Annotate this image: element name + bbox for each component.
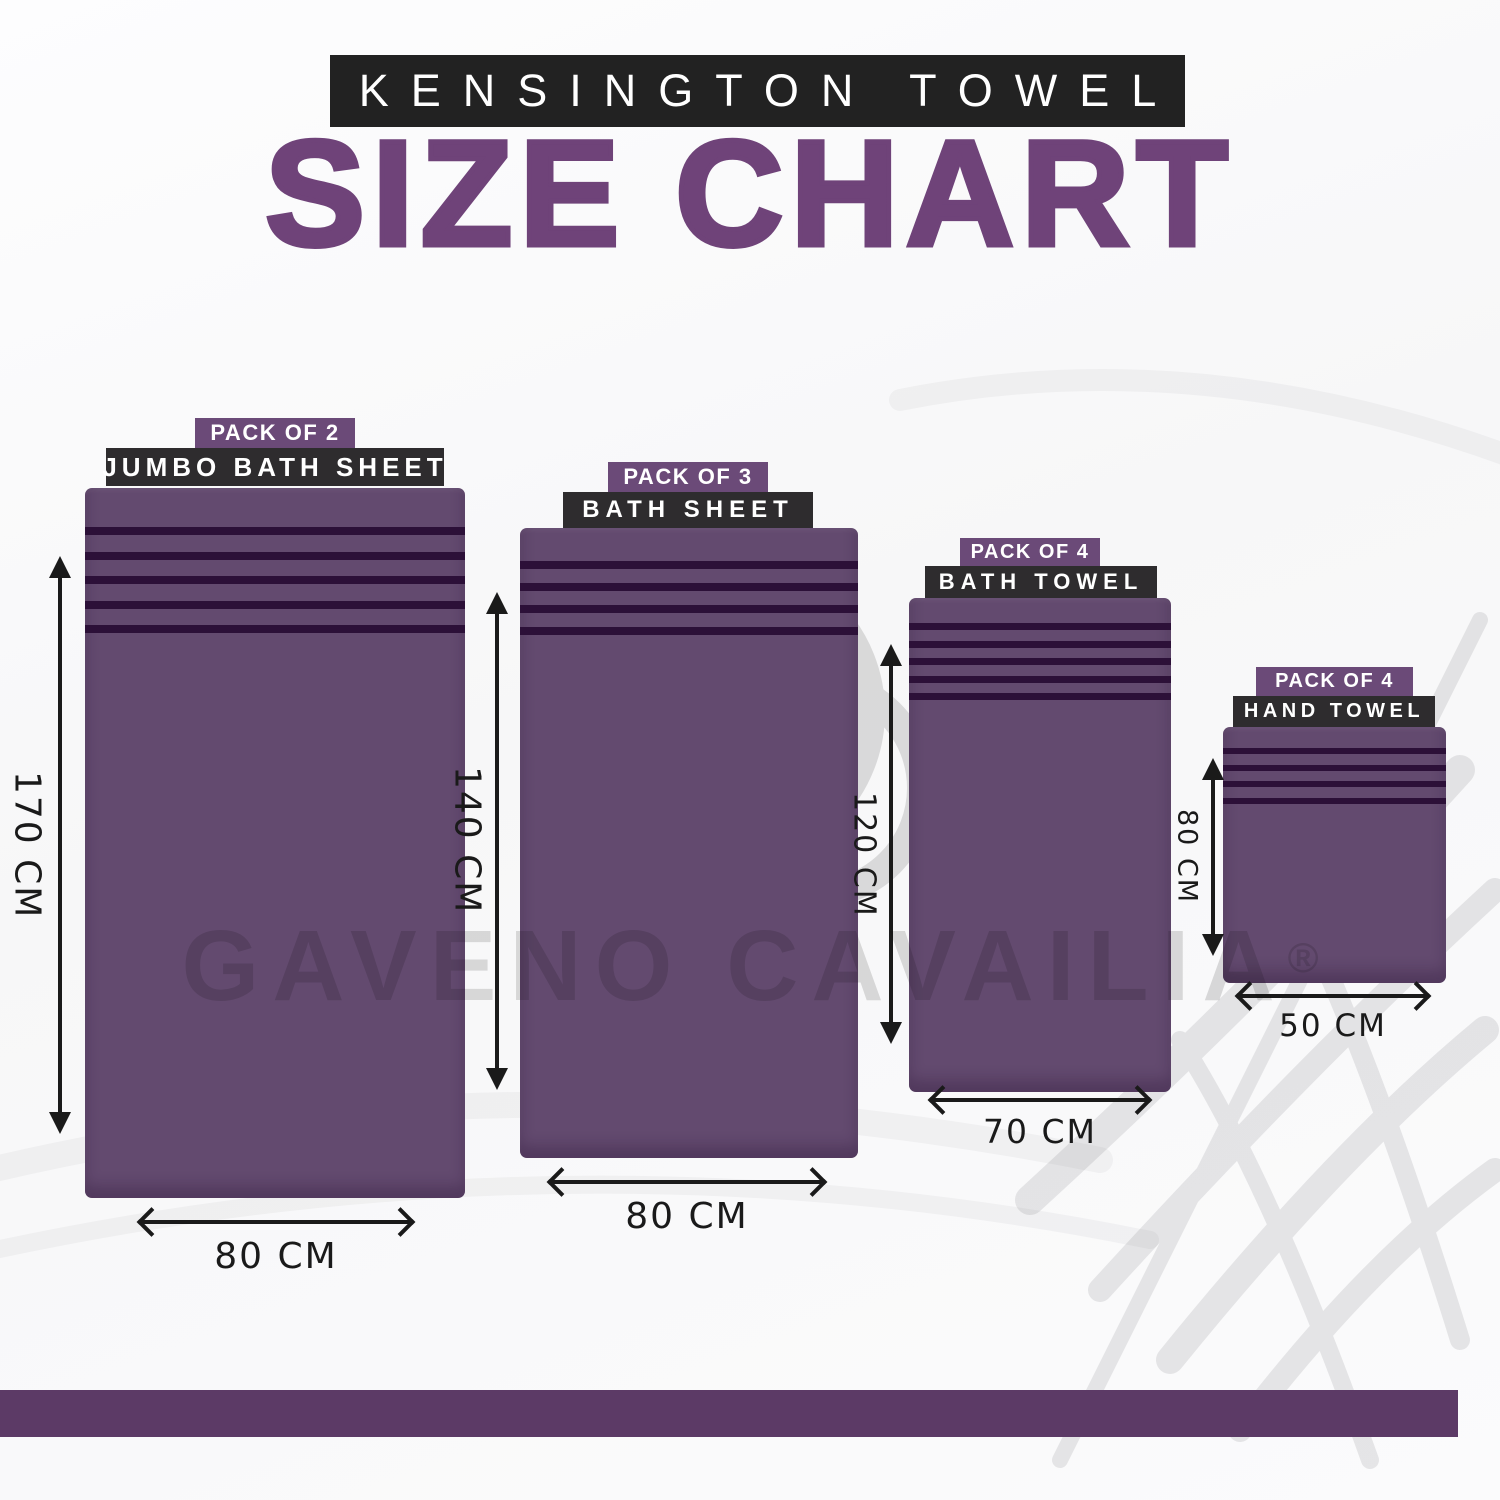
pack-count-tag: PACK OF 3 [608,462,768,492]
towel-stripe [1223,764,1446,771]
towel-stripe [520,583,858,591]
towel-stripe [909,693,1171,700]
towel-stripe [520,627,858,635]
towel-graphic [85,488,465,1198]
towel-graphic [1223,727,1446,983]
pack-count-tag: PACK OF 2 [195,418,355,448]
towel-stripe [909,658,1171,665]
towel-stripe [909,623,1171,630]
towel-stripe [85,625,465,633]
height-arrow [58,562,62,1128]
towel-stripe [85,551,465,560]
towel-stripe [520,561,858,569]
height-arrow [1211,764,1215,950]
towel-stripe [85,576,465,584]
width-label: 80 CM [214,1236,338,1277]
height-label: 140 CM [446,765,488,915]
width-arrow [1240,994,1426,998]
height-label: 80 CM [1171,809,1203,905]
width-arrow [933,1098,1147,1102]
towel-name-tag: BATH SHEET [563,492,813,528]
height-label: 170 CM [6,770,48,920]
pack-count-tag: PACK OF 4 [1256,667,1413,696]
towel-stripe [1223,748,1446,754]
width-arrow [142,1220,410,1224]
page-title: SIZE CHART [263,109,1235,277]
towel-stripe [1223,797,1446,804]
towel-stripe [85,527,465,535]
towel-graphic [909,598,1171,1092]
width-arrow [552,1180,822,1184]
towel-name-tag: JUMBO BATH SHEET [102,448,444,486]
height-arrow [495,598,499,1084]
width-label: 80 CM [625,1196,749,1237]
height-label: 120 CM [846,792,882,918]
towel-graphic [520,528,858,1158]
footer-bar [0,1390,1458,1437]
towel-stripe [909,675,1171,683]
towel-stripe [85,600,465,609]
brand-banner: KENSINGTON TOWEL [330,55,1185,127]
towel-name-tag: HAND TOWEL [1233,696,1435,727]
width-label: 50 CM [1279,1008,1387,1044]
towel-stripe [1223,781,1446,787]
width-label: 70 CM [983,1112,1097,1151]
towel-stripe [909,640,1171,648]
towel-stripe [520,605,858,613]
towel-name-tag: BATH TOWEL [925,566,1157,598]
height-arrow [889,650,893,1038]
pack-count-tag: PACK OF 4 [960,538,1100,566]
